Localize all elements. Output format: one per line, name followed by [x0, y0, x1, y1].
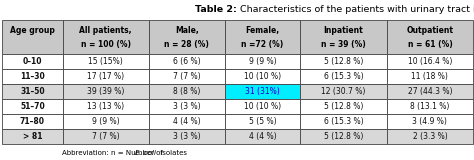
Text: 27 (44.3 %): 27 (44.3 %) — [408, 87, 452, 96]
Text: 39 (39 %): 39 (39 %) — [87, 87, 124, 96]
Text: Characteristics of the patients with urinary tract infections: Characteristics of the patients with uri… — [237, 5, 474, 14]
Text: 51–70: 51–70 — [20, 102, 45, 111]
Text: 12 (30.7 %): 12 (30.7 %) — [321, 87, 366, 96]
Text: E. coli: E. coli — [135, 150, 156, 156]
Text: 9 (9 %): 9 (9 %) — [249, 57, 276, 66]
Text: 6 (6 %): 6 (6 %) — [173, 57, 201, 66]
Text: Female,: Female, — [246, 26, 280, 35]
Text: 4 (4 %): 4 (4 %) — [173, 117, 201, 126]
Text: 7 (7 %): 7 (7 %) — [92, 132, 119, 141]
Text: 9 (9 %): 9 (9 %) — [92, 117, 119, 126]
Text: 2 (3.3 %): 2 (3.3 %) — [412, 132, 447, 141]
Text: Outpatient: Outpatient — [406, 26, 454, 35]
Text: 10 (16.4 %): 10 (16.4 %) — [408, 57, 452, 66]
Text: n = 100 (%): n = 100 (%) — [81, 40, 131, 49]
Text: isolates: isolates — [158, 150, 187, 156]
Text: n = 39 (%): n = 39 (%) — [321, 40, 366, 49]
Text: 10 (10 %): 10 (10 %) — [244, 72, 281, 81]
Text: n = 61 (%): n = 61 (%) — [408, 40, 452, 49]
Text: 3 (4.9 %): 3 (4.9 %) — [412, 117, 447, 126]
Text: 7 (7 %): 7 (7 %) — [173, 72, 201, 81]
Text: 31–50: 31–50 — [20, 87, 45, 96]
Text: 17 (17 %): 17 (17 %) — [87, 72, 124, 81]
Text: 8 (13.1 %): 8 (13.1 %) — [410, 102, 450, 111]
Text: 5 (12.8 %): 5 (12.8 %) — [324, 57, 363, 66]
Text: n =72 (%): n =72 (%) — [241, 40, 283, 49]
Text: 13 (13 %): 13 (13 %) — [87, 102, 124, 111]
Text: Male,: Male, — [175, 26, 199, 35]
Text: Table 2:: Table 2: — [195, 5, 237, 14]
Text: 11–30: 11–30 — [20, 72, 45, 81]
Text: 71–80: 71–80 — [20, 117, 45, 126]
Text: 5 (5 %): 5 (5 %) — [249, 117, 276, 126]
Text: Age group: Age group — [10, 26, 55, 35]
Text: 5 (12.8 %): 5 (12.8 %) — [324, 132, 363, 141]
Text: Inpatient: Inpatient — [324, 26, 364, 35]
Text: 3 (3 %): 3 (3 %) — [173, 132, 201, 141]
Text: 5 (12.8 %): 5 (12.8 %) — [324, 102, 363, 111]
Text: 8 (8 %): 8 (8 %) — [173, 87, 201, 96]
Text: 11 (18 %): 11 (18 %) — [411, 72, 448, 81]
Text: All patients,: All patients, — [80, 26, 132, 35]
Text: 4 (4 %): 4 (4 %) — [249, 132, 276, 141]
Text: 6 (15.3 %): 6 (15.3 %) — [324, 117, 364, 126]
Text: 31 (31%): 31 (31%) — [245, 87, 280, 96]
Text: > 81: > 81 — [23, 132, 42, 141]
Text: 6 (15.3 %): 6 (15.3 %) — [324, 72, 364, 81]
Text: n = 28 (%): n = 28 (%) — [164, 40, 209, 49]
Text: 10 (10 %): 10 (10 %) — [244, 102, 281, 111]
Text: 15 (15%): 15 (15%) — [88, 57, 123, 66]
Text: 0–10: 0–10 — [23, 57, 42, 66]
Text: Abbreviation: n = Number of: Abbreviation: n = Number of — [62, 150, 165, 156]
Text: 3 (3 %): 3 (3 %) — [173, 102, 201, 111]
